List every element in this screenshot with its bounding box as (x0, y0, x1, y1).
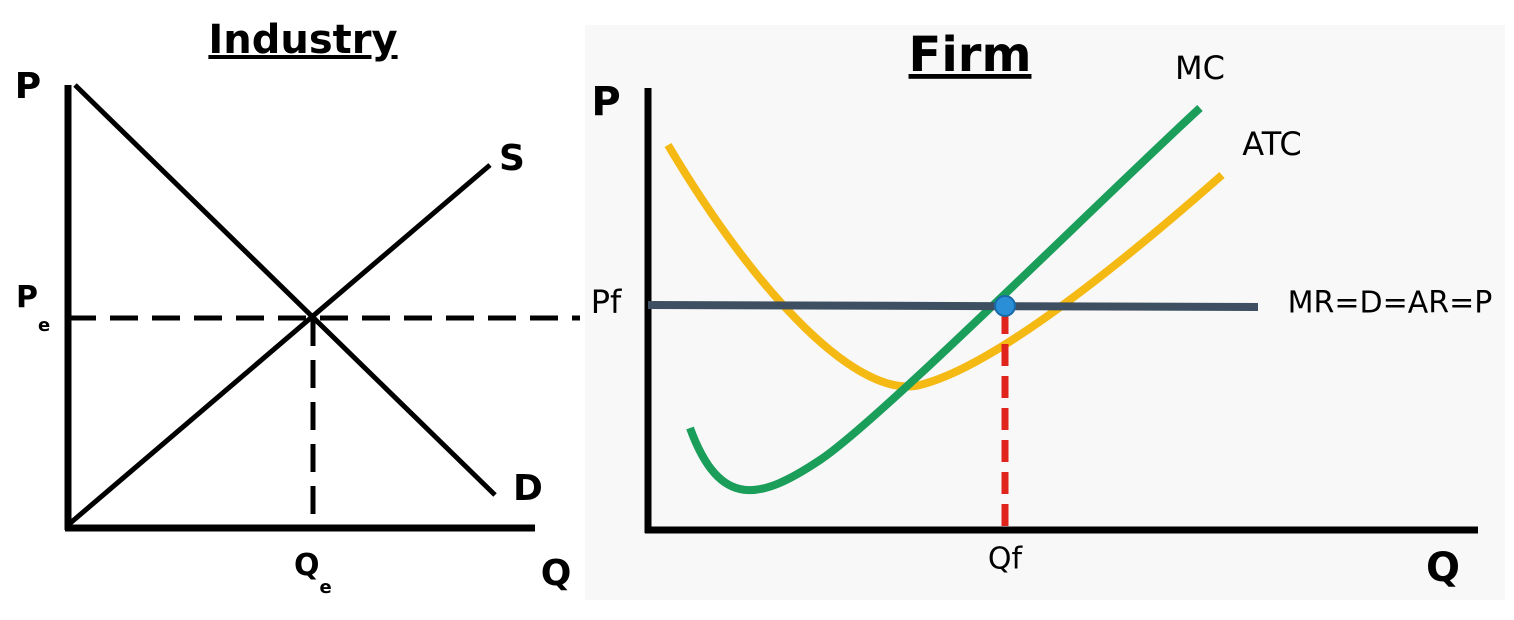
equilibrium-point (994, 295, 1016, 317)
atc-curve (664, 142, 1225, 391)
label: Q (294, 548, 320, 583)
supply-curve (66, 163, 492, 527)
subscript: e (320, 577, 332, 598)
mr-label: MR=D=AR=P (1288, 286, 1493, 321)
industry-title: Industry (208, 17, 397, 63)
mc-label: MC (1175, 49, 1225, 87)
atc-label: ATC (1242, 125, 1301, 163)
y-axis-label: P (15, 66, 41, 107)
x-axis-label: Q (541, 553, 572, 594)
mr-line (647, 301, 1259, 311)
firm-panel (585, 25, 1505, 600)
demand-curve (73, 83, 497, 497)
equilibrium-price: Pe (16, 280, 50, 337)
industry-graph (64, 83, 580, 532)
demand-label: D (513, 468, 543, 509)
subscript: e (38, 315, 50, 336)
price-label: Pf (591, 283, 622, 321)
equilibrium-quantity: Qe (294, 548, 332, 599)
quantity-label: Qf (988, 542, 1024, 577)
x-axis-label: Q (1426, 545, 1460, 591)
y-axis-label: P (591, 79, 620, 125)
firm-title: Firm (909, 27, 1032, 83)
label: P (16, 280, 38, 315)
mc-curve (686, 105, 1203, 495)
supply-label: S (499, 138, 525, 179)
firm-graph (644, 88, 1478, 534)
